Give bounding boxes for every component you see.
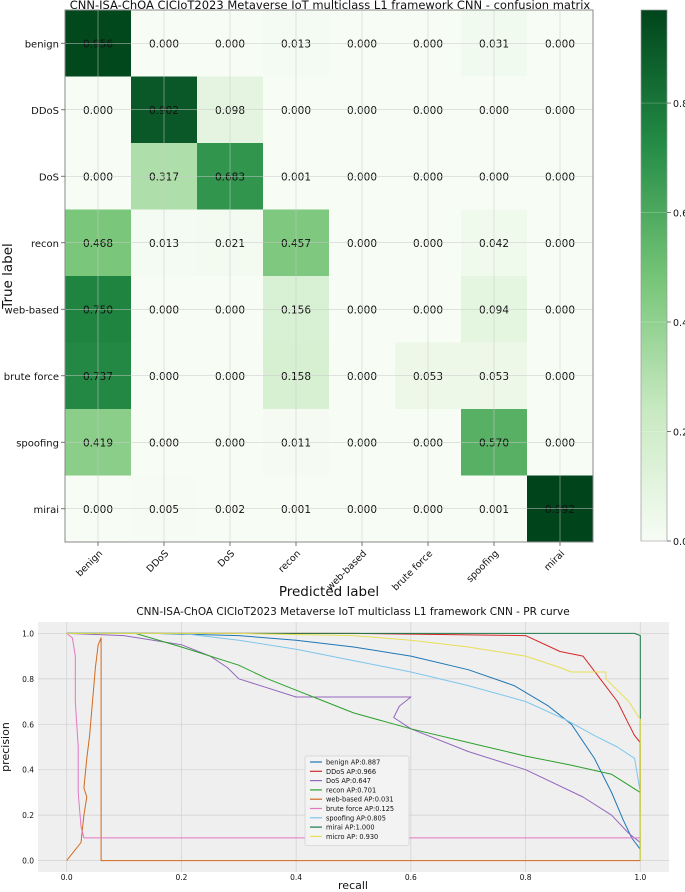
cm-y-ticklabels: benign DDoS DoS recon web-based brute force sp…	[4, 39, 65, 516]
pr-xtick-0-0: 0.0	[61, 873, 73, 882]
cm-frame	[64, 9, 594, 543]
pr-legend-label-brute-force: brute force AP:0.125	[326, 805, 394, 813]
cm-ytick-mirai: mirai	[33, 505, 59, 516]
cm-xtick-spoofing: spoofing	[465, 548, 502, 585]
pr-line-micro	[66, 632, 641, 861]
cm-ylabel: True label	[0, 243, 16, 310]
pr-xtick-0-2: 0.2	[175, 873, 187, 882]
colorbar	[640, 9, 668, 542]
pr-xtick-1-0: 1.0	[634, 873, 646, 882]
cm-ytick-web-based: web-based	[5, 305, 59, 316]
cm-ytick-dos: DoS	[39, 172, 59, 183]
pr-xlabel: recall	[338, 879, 368, 892]
pr-xtick-0-6: 0.6	[405, 873, 417, 882]
cm-ytick-recon: recon	[31, 239, 59, 250]
pr-ytick-0-6: 0.6	[22, 720, 34, 729]
pr-line-recon	[66, 632, 641, 793]
pr-title: CNN-ISA-ChOA CICIoT2023 Metaverse IoT mu…	[136, 606, 569, 618]
pr-legend-label-mirai: mirai AP:1.000	[326, 824, 375, 832]
cm-values: 0.956 0.000 0.000 0.013 0.000 0.000 0.031 0.000…	[65, 10, 593, 542]
pr-xtick-0-8: 0.8	[520, 873, 532, 882]
pr-y-ticklabels: 0.0 0.2 0.4 0.6 0.8 1.0	[22, 629, 34, 865]
cm-xtick-benign: benign	[74, 548, 105, 579]
cm-ytick-ddos: DDoS	[31, 106, 59, 117]
pr-line-benign	[66, 632, 641, 850]
pr-legend-label-recon: recon AP:0.701	[326, 786, 376, 794]
cb-tick-0-2: 0.2	[673, 428, 685, 439]
pr-series	[66, 632, 641, 862]
pr-ytick-0-2: 0.2	[22, 811, 34, 820]
colorbar-ticks: 0.0 0.2 0.4 0.6 0.8	[641, 99, 685, 548]
pr-legend-label-benign: benign AP:0.887	[326, 759, 380, 767]
pr-legend-label-dos: DoS AP:0.647	[326, 777, 371, 785]
pr-ytick-1-0: 1.0	[22, 629, 34, 638]
pr-ytick-0-8: 0.8	[22, 675, 34, 684]
cm-xtick-ddos: DDoS	[145, 548, 172, 575]
pr-ylabel: precision	[0, 722, 12, 772]
pr-legend-label-web-based: web-based AP:0.031	[326, 796, 394, 804]
cm-ytick-brute-force: brute force	[4, 372, 59, 383]
pr-line-spoofing	[66, 632, 641, 850]
pr-line-brute-force	[66, 633, 641, 850]
cb-tick-0-0: 0.0	[673, 537, 685, 548]
cb-tick-0-4: 0.4	[673, 318, 685, 329]
cm-xtick-brute-force: brute force	[390, 548, 435, 593]
cm-xlabel: Predicted label	[279, 584, 379, 600]
cm-xtick-dos: DoS	[216, 548, 237, 569]
cm-xtick-recon: recon	[277, 548, 304, 575]
cm-ytick-benign: benign	[25, 39, 59, 50]
cb-tick-0-8: 0.8	[673, 99, 685, 110]
cm-title: CNN-ISA-ChOA CICIoT2023 Metaverse IoT mu…	[70, 0, 591, 12]
pr-xtick-0-4: 0.4	[290, 873, 302, 882]
cm-cells	[65, 10, 594, 543]
pr-x-ticklabels: 0.0 0.2 0.4 0.6 0.8 1.0	[61, 873, 647, 882]
pr-legend-label-micro: micro AP: 0.930	[326, 833, 378, 841]
pr-legend-box	[304, 755, 410, 847]
pr-legend-label-spoofing: spoofing AP:0.805	[326, 814, 386, 822]
cm-xtick-mirai: mirai	[542, 548, 567, 573]
cb-tick-0-6: 0.6	[673, 209, 685, 220]
pr-line-ddos	[66, 632, 641, 816]
pr-ytick-0-0: 0.0	[22, 857, 34, 866]
pr-legend-label-ddos: DDoS AP:0.966	[326, 768, 376, 776]
cm-ytick-spoofing: spoofing	[16, 438, 59, 449]
pr-line-web-based	[66, 637, 641, 862]
pr-ytick-0-4: 0.4	[22, 766, 34, 775]
